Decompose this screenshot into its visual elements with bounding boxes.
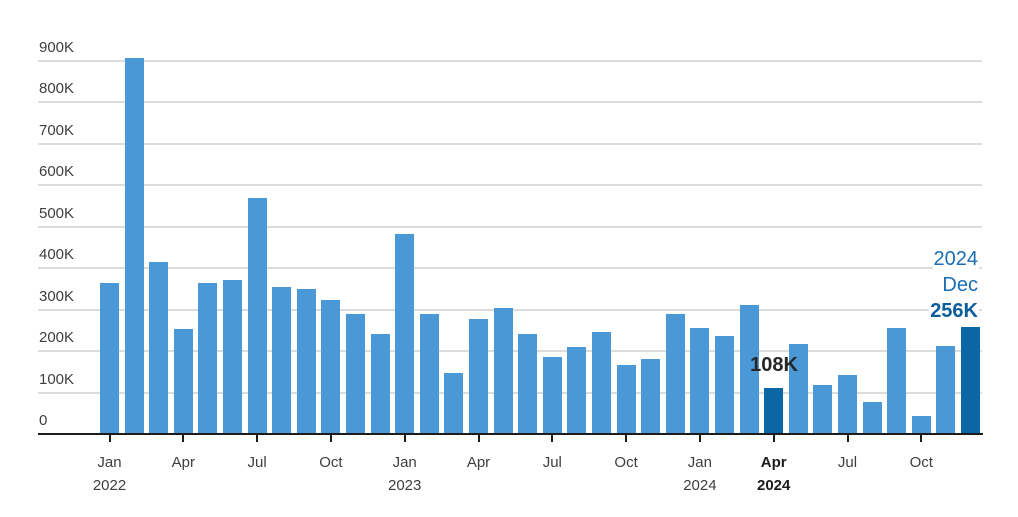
x-axis-label-jul-30: Jul	[837, 454, 858, 471]
y-axis-label-200k: 200K	[39, 329, 75, 347]
annotation-apr-2024-value: 108K	[750, 354, 798, 376]
x-axis-label-jul-18: Jul	[542, 454, 562, 471]
x-tick-oct-21	[625, 435, 628, 442]
bar-dec-2024	[961, 327, 980, 433]
x-axis-label-oct-9: Oct	[319, 454, 343, 471]
bar-may-2023	[493, 308, 513, 433]
y-axis-label-300k: 300K	[39, 287, 75, 305]
bar-mar-2023	[444, 373, 464, 433]
bar-jul-2024	[838, 375, 857, 433]
x-tick-jan-2022-0	[108, 435, 111, 442]
gridline-700k	[38, 142, 982, 145]
bar-aug-2022	[272, 287, 292, 433]
bar-apr-2023	[469, 319, 488, 433]
x-tick-apr-2024-27	[772, 435, 775, 442]
y-axis-label-600k: 600K	[39, 163, 75, 181]
x-tick-jul-18	[551, 435, 554, 442]
x-tick-jan-2023-12	[403, 435, 406, 442]
bar-oct-2022	[321, 300, 341, 433]
x-tick-apr-15	[477, 435, 480, 442]
gridline-600k	[38, 184, 982, 187]
bar-nov-2024	[936, 346, 956, 433]
y-axis-label-0: 0	[39, 412, 48, 429]
x-axis-label-jan-2024-24: Jan 2024	[683, 454, 717, 494]
bar-aug-2023	[567, 347, 587, 433]
y-axis-label-100k: 100K	[39, 370, 75, 388]
gridline-500k	[38, 225, 982, 228]
x-axis-label-oct-21: Oct	[614, 454, 638, 471]
y-axis-label-700k: 700K	[39, 121, 75, 139]
bar-dec-2022	[370, 334, 390, 433]
x-tick-jul-6	[256, 435, 259, 442]
bar-jul-2022	[247, 198, 267, 433]
bar-jul-2023	[542, 357, 562, 433]
bar-oct-2023	[616, 365, 636, 433]
gridline-400k	[38, 267, 982, 270]
x-axis-label-jan-2023-12: Jan 2023	[388, 454, 422, 494]
bar-sep-2024	[887, 328, 907, 433]
bar-sep-2023	[592, 332, 611, 433]
annotation-dec-2024-year: 2024	[932, 248, 979, 270]
annotation-dec-2024: 2024 Dec 256K	[929, 246, 979, 324]
bar-apr-2022	[173, 329, 193, 433]
bar-nov-2023	[641, 359, 661, 433]
x-axis-line	[38, 433, 983, 435]
x-axis-label-apr-2024-27: Apr 2024	[757, 454, 791, 494]
x-axis-label-apr-15: Apr	[466, 454, 491, 471]
bar-aug-2024	[862, 402, 882, 433]
bar-feb-2022	[124, 58, 144, 433]
x-axis-label-oct-33: Oct	[909, 454, 933, 471]
bar-jun-2022	[223, 280, 242, 433]
bar-feb-2023	[419, 314, 439, 433]
x-axis-label-jan-2022-0: Jan 2022	[92, 454, 127, 494]
bar-apr-2024	[764, 388, 784, 433]
bar-jun-2024	[813, 385, 833, 433]
bar-jan-2023	[395, 234, 415, 433]
y-axis-label-500k: 500K	[39, 204, 75, 222]
bar-jun-2023	[518, 334, 538, 433]
bar-jan-2022	[100, 283, 119, 433]
annotation-dec-2024-value: 256K	[929, 300, 979, 322]
bar-feb-2024	[715, 336, 734, 433]
bar-mar-2024	[739, 305, 759, 433]
x-tick-oct-9	[329, 435, 332, 442]
bar-mar-2022	[149, 262, 169, 433]
x-tick-oct-33	[920, 435, 923, 442]
bar-sep-2022	[296, 289, 316, 433]
x-axis-label-jul-6: Jul	[247, 454, 267, 471]
x-tick-jan-2024-24	[698, 435, 701, 442]
bar-may-2024	[788, 344, 808, 433]
y-axis-label-800k: 800K	[39, 80, 75, 98]
bar-dec-2023	[665, 314, 685, 433]
y-axis-label-900k: 900K	[39, 39, 75, 56]
bar-may-2022	[198, 283, 218, 433]
bar-jan-2024	[690, 328, 710, 433]
gridline-900k	[38, 60, 982, 62]
x-tick-jul-30	[846, 435, 849, 442]
gridline-800k	[38, 101, 982, 104]
x-axis-label-apr-3: Apr	[171, 454, 195, 471]
bar-nov-2022	[346, 314, 365, 433]
y-axis-label-400k: 400K	[39, 246, 75, 264]
bar-oct-2024	[911, 416, 931, 433]
x-tick-apr-3	[182, 435, 185, 442]
annotation-dec-2024-month: Dec	[941, 274, 979, 296]
